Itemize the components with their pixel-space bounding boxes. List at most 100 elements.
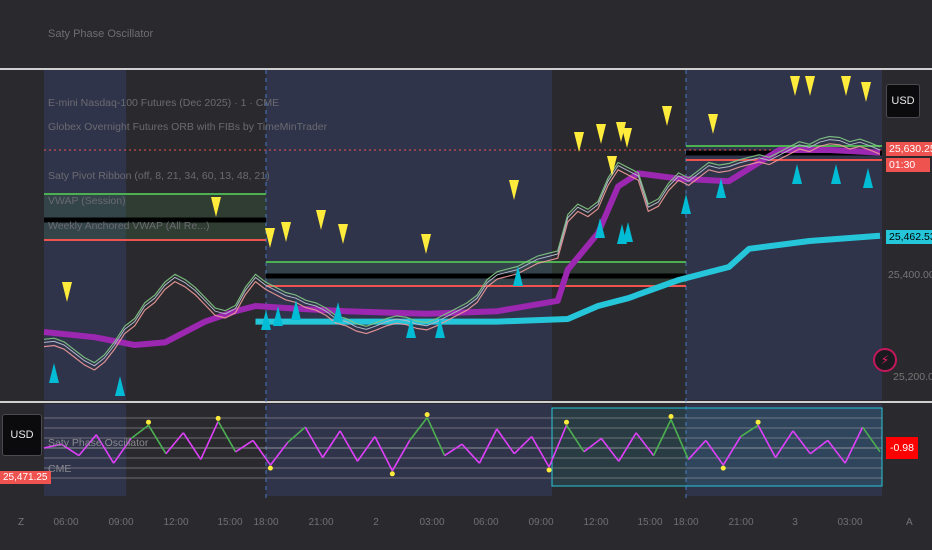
oscillator-segment — [426, 417, 446, 456]
oscillator-segment — [496, 428, 515, 455]
sell-signal-marker — [281, 222, 291, 242]
oscillator-extreme-dot — [755, 419, 761, 425]
oscillator-segment — [287, 426, 306, 443]
bar-countdown: 01:30 — [886, 158, 930, 172]
time-axis-tick: 3 — [792, 517, 798, 528]
oscillator-segment — [200, 421, 219, 460]
oscillator-segment — [478, 428, 498, 464]
buy-signal-marker — [435, 318, 445, 338]
buy-signal-marker — [792, 164, 802, 184]
sell-signal-marker — [790, 76, 800, 96]
buy-signal-marker — [595, 218, 605, 238]
oscillator-left-value: 25,471.25 — [0, 471, 51, 484]
orb-box-1 — [44, 193, 266, 241]
oscillator-segment — [827, 439, 846, 464]
oscillator-segment — [130, 424, 149, 440]
sell-signal-marker — [841, 76, 851, 96]
oscillator-extreme-dot — [564, 419, 569, 425]
sell-signal-marker — [62, 282, 72, 302]
sell-signal-marker — [607, 156, 617, 176]
oscillator-segment — [548, 424, 568, 468]
oscillator-segment — [339, 430, 359, 462]
oscillator-segment — [792, 430, 811, 455]
time-axis-tick: 18:00 — [253, 517, 279, 528]
price-scale-tick: 25,200.00 — [893, 371, 932, 383]
time-axis-tick: 18:00 — [673, 517, 699, 528]
auto-scale-button[interactable]: A — [906, 517, 913, 528]
time-axis-tick: 21:00 — [728, 517, 754, 528]
time-axis-tick: 06:00 — [53, 517, 79, 528]
oscillator-segment — [600, 438, 620, 462]
oscillator-extreme-dot — [424, 412, 430, 418]
oscillator-segment — [652, 419, 672, 456]
buy-signal-marker — [863, 168, 873, 188]
oscillator-segment — [635, 432, 655, 457]
oscillator-segment — [269, 441, 289, 466]
sell-signal-marker — [805, 76, 815, 96]
time-axis-tick: 03:00 — [837, 517, 863, 528]
orb-box-2 — [266, 261, 686, 287]
buy-signal-marker — [681, 194, 691, 214]
oscillator-currency-button[interactable]: USD — [2, 414, 42, 456]
oscillator-extreme-dot — [215, 415, 221, 421]
time-axis-tick: 09:00 — [528, 517, 554, 528]
oscillator-pane[interactable] — [43, 407, 883, 487]
oscillator-segment — [43, 443, 62, 449]
time-axis-left-glyph[interactable]: Z — [18, 517, 25, 528]
buy-signal-marker — [49, 363, 59, 383]
ribbon-lower — [43, 143, 881, 371]
sell-signal-marker — [708, 114, 718, 134]
sell-signal-marker — [338, 224, 348, 244]
oscillator-line — [43, 412, 881, 477]
time-axis-tick: 06:00 — [473, 517, 499, 528]
oscillator-segment — [705, 439, 724, 466]
oscillator-segment — [583, 437, 602, 453]
time-axis-tick: 2 — [373, 517, 379, 528]
buy-signal-marker — [115, 376, 125, 396]
oscillator-legend[interactable]: Saty Phase Oscillator — [48, 437, 149, 449]
oscillator-segment — [374, 436, 394, 472]
oscillator-extreme-dot — [267, 465, 273, 471]
buy-signal-marker — [513, 266, 523, 286]
buy-signal-marker — [261, 310, 271, 330]
oscillator-segment — [304, 426, 324, 458]
oscillator-segment — [844, 426, 864, 464]
symbol-legend[interactable]: E-mini Nasdaq-100 Futures (Dec 2025) · 1… — [48, 97, 280, 109]
ribbon-legend[interactable]: Saty Pivot Ribbon (off, 8, 21, 34, 60, 1… — [48, 170, 270, 182]
session-shading — [44, 70, 882, 496]
globex-legend[interactable]: Globex Overnight Futures ORB with FIBs b… — [48, 121, 328, 133]
sell-signal-marker — [622, 128, 632, 148]
oscillator-segment — [182, 432, 202, 460]
oscillator-segment — [252, 439, 272, 466]
oscillator-segment — [670, 419, 690, 460]
oscillator-segment — [774, 430, 794, 458]
oscillator-segment — [78, 434, 97, 457]
vwap-series — [43, 147, 881, 348]
buy-signal-marker — [406, 318, 416, 338]
sell-signal-marker — [596, 124, 606, 144]
currency-button[interactable]: USD — [886, 84, 920, 118]
weekly-vwap-legend[interactable]: Weekly Anchored VWAP (All Re...) — [48, 220, 210, 232]
signal-markers — [49, 76, 873, 396]
oscillator-extreme-dot — [720, 465, 726, 471]
sell-signal-marker — [509, 180, 519, 200]
time-axis-tick: 15:00 — [217, 517, 243, 528]
buy-signal-marker — [716, 178, 726, 198]
lightning-icon[interactable]: ⚡ — [873, 348, 897, 372]
sell-signal-marker — [316, 210, 326, 230]
sell-signal-marker — [265, 228, 275, 248]
oscillator-segment — [147, 424, 167, 455]
oscillator-segment — [461, 443, 481, 464]
oscillator-extreme-dot — [389, 471, 395, 477]
vwap-legend[interactable]: VWAP (Session) — [48, 195, 126, 207]
oscillator-segment — [356, 436, 376, 462]
oscillator-segment — [95, 434, 115, 464]
price-scale-tick: 25,400.00 — [888, 269, 932, 281]
time-axis-tick: 15:00 — [637, 517, 663, 528]
price-series — [43, 139, 881, 367]
time-axis-tick: 12:00 — [163, 517, 189, 528]
sell-signal-marker — [574, 132, 584, 152]
session-vwap-line — [43, 147, 881, 348]
oscillator-segment — [165, 432, 184, 455]
